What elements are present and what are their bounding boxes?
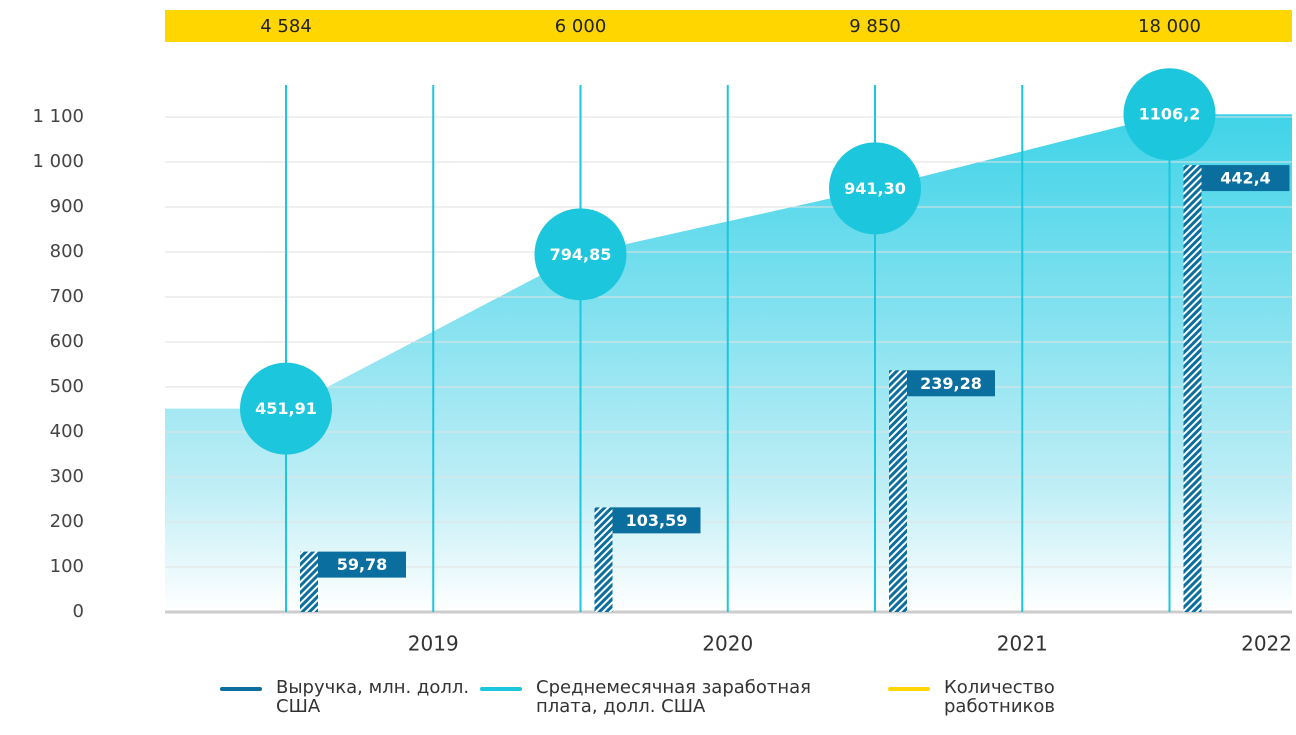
legend-item: Количество работников [888, 678, 1104, 716]
revenue-label-box [1201, 165, 1290, 192]
revenue-label: 442,4 [1220, 169, 1271, 188]
revenue-label: 59,78 [337, 555, 388, 574]
y-tick-label: 500 [50, 376, 84, 397]
legend-label: Среднемесячная заработная плата, долл. С… [536, 677, 812, 717]
y-tick-label: 600 [50, 331, 84, 352]
legend-swatch [220, 687, 262, 691]
revenue-bar [889, 370, 907, 612]
y-tick-label: 1 100 [32, 106, 84, 127]
revenue-label: 239,28 [920, 374, 982, 393]
y-tick-label: 100 [50, 556, 84, 577]
salary-point [240, 362, 332, 455]
x-tick-label: 2020 [702, 632, 753, 656]
revenue-label-box [318, 551, 406, 578]
salary-label: 794,85 [550, 245, 612, 264]
salary-point [534, 208, 627, 301]
revenue-bar [300, 551, 318, 612]
x-tick-label: 2019 [408, 632, 459, 656]
y-tick-label: 700 [50, 286, 84, 307]
revenue-bar [594, 507, 613, 612]
workers-label: 6 000 [555, 16, 607, 37]
y-tick-label: 300 [50, 466, 84, 487]
salary-point [1123, 68, 1216, 161]
salary-label: 451,91 [255, 399, 317, 418]
x-tick-label: 2022 [1241, 632, 1292, 656]
salary-point [829, 142, 921, 235]
legend-swatch [480, 687, 522, 691]
legend-item: Выручка, млн. долл. США [220, 678, 476, 716]
revenue-label-box [907, 370, 995, 397]
workers-band [165, 10, 1292, 42]
legend-swatch [888, 687, 930, 691]
y-tick-label: 900 [50, 196, 84, 217]
legend-item: Среднемесячная заработная плата, долл. С… [480, 678, 866, 716]
revenue-bar [1183, 165, 1202, 613]
workers-label: 4 584 [260, 16, 312, 37]
y-tick-label: 1 000 [32, 151, 84, 172]
y-tick-label: 400 [50, 421, 84, 442]
y-tick-label: 200 [50, 511, 84, 532]
salary-label: 941,30 [844, 179, 906, 198]
workers-label: 18 000 [1138, 16, 1201, 37]
legend-label: Количество работников [944, 677, 1056, 717]
revenue-label: 103,59 [626, 511, 688, 530]
x-tick-label: 2021 [997, 632, 1048, 656]
workers-label: 9 850 [849, 16, 901, 37]
legend-label: Выручка, млн. долл. США [276, 677, 470, 717]
revenue-label-box [612, 507, 701, 534]
y-tick-label: 0 [73, 601, 84, 622]
y-tick-label: 800 [50, 241, 84, 262]
salary-label: 1106,2 [1139, 105, 1201, 124]
